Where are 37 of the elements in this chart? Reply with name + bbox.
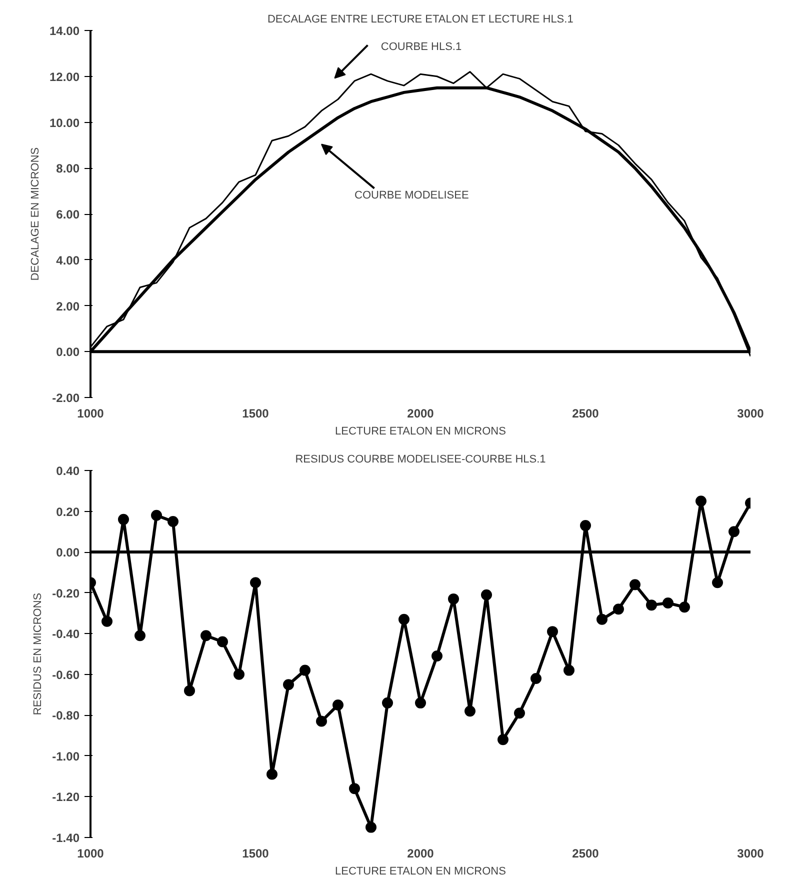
x-tick-label: 1000 xyxy=(77,406,104,420)
x-tick-label: 3000 xyxy=(737,846,764,860)
x-tick-label: 3000 xyxy=(737,406,764,420)
x-tick-label: 2500 xyxy=(572,846,600,860)
y-tick-label: 6.00 xyxy=(56,208,80,222)
x-tick-label: 2000 xyxy=(407,846,434,860)
y-tick-label: 12.00 xyxy=(49,70,80,84)
annotation: COURBE MODELISEE xyxy=(354,190,469,202)
y-tick-label: 10.00 xyxy=(49,116,80,130)
y-tick-label: -0.40 xyxy=(52,627,80,642)
x-axis-title: LECTURE ETALON EN MICRONS xyxy=(335,866,506,878)
y-tick-label: -1.40 xyxy=(52,831,80,845)
y-tick-label: 0.00 xyxy=(56,345,80,360)
y-tick-label: 4.00 xyxy=(56,253,80,268)
y-tick-label: -1.00 xyxy=(52,749,80,764)
y-axis-title: RESIDUS EN MICRONS xyxy=(32,592,44,716)
y-tick-label: 14.00 xyxy=(49,24,80,38)
x-tick-label: 1500 xyxy=(242,846,270,860)
y-tick-label: 2.00 xyxy=(56,299,80,314)
x-tick-label: 1000 xyxy=(77,846,104,860)
y-tick-label: 0.20 xyxy=(56,504,80,519)
annotation: COURBE HLS.1 xyxy=(380,41,462,54)
x-tick-label: 2500 xyxy=(572,406,600,420)
y-tick-label: -2.00 xyxy=(52,391,80,405)
y-tick-label: 8.00 xyxy=(56,162,80,176)
y-axis-title: DECALAGE EN MICRONS xyxy=(29,147,42,281)
y-tick-label: -0.80 xyxy=(52,708,80,723)
y-tick-label: -0.60 xyxy=(52,668,80,682)
x-axis-title: LECTURE ETALON EN MICRONS xyxy=(335,426,506,438)
chart-title: RESIDUS COURBE MODELISEE-COURBE HLS.1 xyxy=(295,454,546,466)
y-tick-label: -0.20 xyxy=(52,586,80,600)
y-tick-label: -1.20 xyxy=(52,790,80,804)
y-tick-label: 0.40 xyxy=(56,464,80,478)
y-tick-label: 0.00 xyxy=(56,546,80,560)
x-tick-label: 2000 xyxy=(407,406,434,420)
chart-title: DECALAGE ENTRE LECTURE ETALON ET LECTURE HLS.1 xyxy=(267,14,574,26)
x-tick-label: 1500 xyxy=(242,406,270,420)
